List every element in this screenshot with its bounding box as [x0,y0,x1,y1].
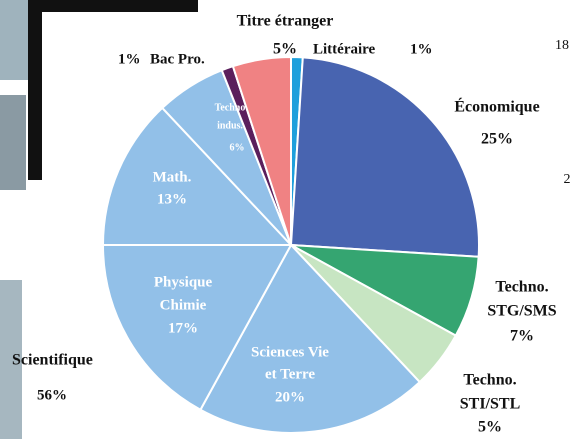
value-label: 13% [157,191,187,207]
annotation: 18 [555,38,569,53]
pie-slice [199,243,422,434]
pie-slice [101,106,294,246]
frame-bar [28,0,42,180]
slice-label: Bac Pro. [150,51,205,67]
annotation: 56% [37,387,67,403]
slice-label: STG/SMS [487,303,556,320]
slice-label: STI/STL [460,396,520,413]
background-photo [0,95,26,190]
value-label: 25% [481,131,513,148]
slice-label: indus. [217,120,243,131]
pie-slice [101,244,293,412]
annotation: Scientifique [12,352,93,369]
slice-label: Techno [215,102,246,113]
slice-label: Littéraire [313,41,376,57]
background-photo [0,280,22,439]
value-label: 7% [510,328,534,345]
slice-label: et Terre [265,366,315,382]
background-photo [0,0,30,80]
value-label: 20% [275,389,305,405]
slice-label: Techno. [495,279,548,296]
value-label: 1% [410,41,433,57]
slice-label: Chimie [160,297,207,313]
slice-label: Techno. [463,372,516,389]
frame-bar [28,0,198,12]
slice-label: Math. [153,169,192,185]
slice-label: Physique [154,274,213,290]
value-label: 5% [478,419,502,436]
slice-label: Économique [454,97,539,116]
pie-slice [231,55,292,246]
pie-slice [289,56,480,258]
slice-label: Titre étranger [237,13,334,30]
annotation: 2 [564,172,571,187]
value-label: 6% [230,142,245,153]
value-label: 17% [168,320,198,336]
value-label: 5% [273,41,297,58]
value-label: 1% [118,51,141,67]
slice-label: Sciences Vie [251,344,329,360]
